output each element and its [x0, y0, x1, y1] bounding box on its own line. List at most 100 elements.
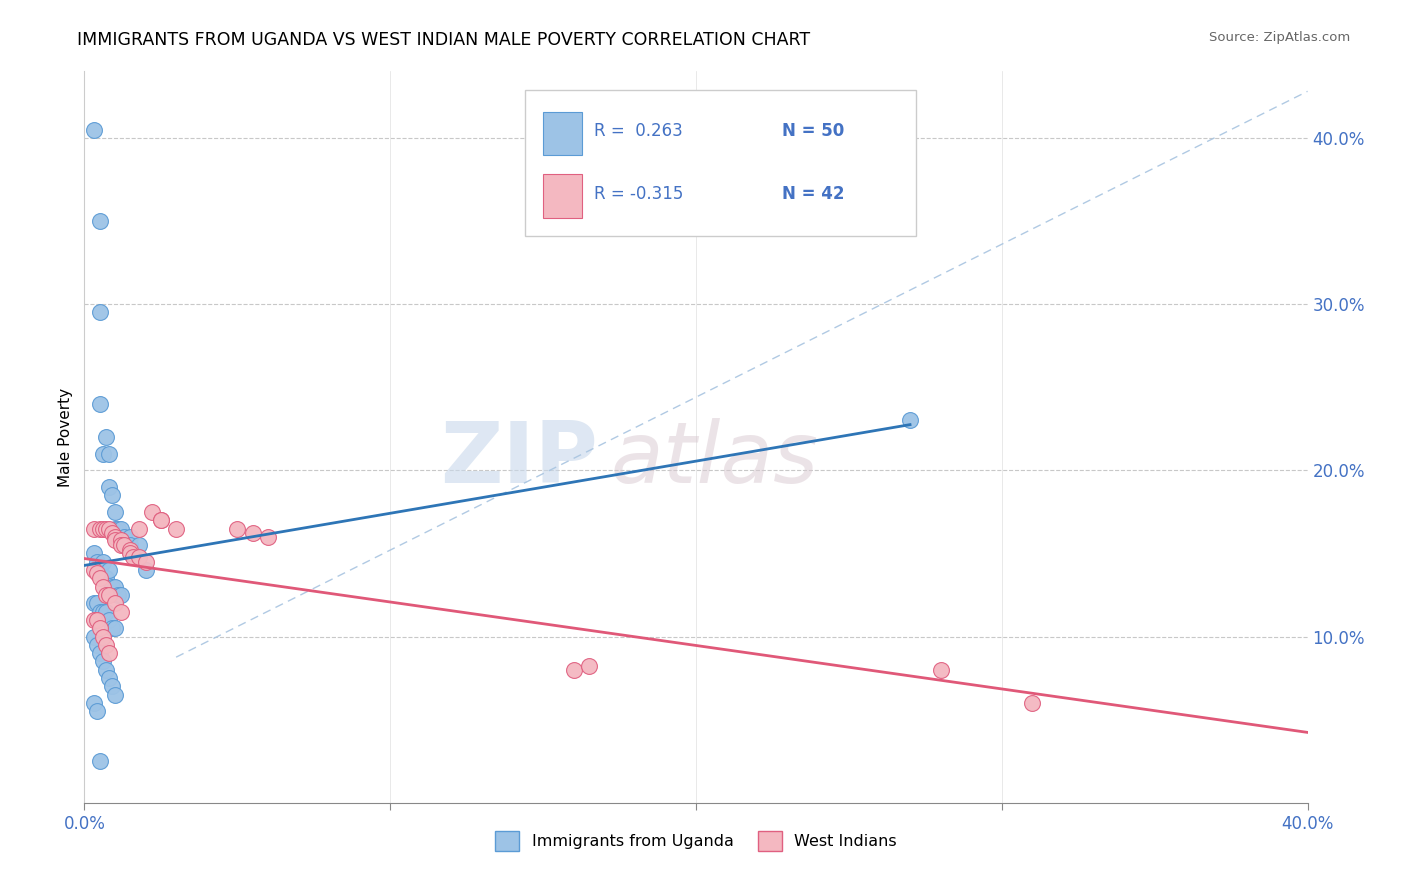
Point — [91, 447, 114, 461]
Point — [86, 596, 108, 610]
Point — [1021, 696, 1043, 710]
Point — [122, 549, 145, 564]
Point — [107, 521, 129, 535]
Point — [165, 521, 187, 535]
Point — [89, 563, 111, 577]
Point — [91, 630, 114, 644]
Point — [89, 754, 111, 768]
Point — [101, 621, 124, 635]
Point — [94, 638, 117, 652]
Point — [89, 621, 111, 635]
Point — [104, 596, 127, 610]
Point — [89, 397, 111, 411]
Point — [94, 588, 117, 602]
Point — [104, 688, 127, 702]
Point — [578, 659, 600, 673]
Point — [97, 521, 120, 535]
Point — [122, 546, 145, 560]
Point — [89, 571, 111, 585]
Point — [83, 546, 105, 560]
Point — [120, 530, 142, 544]
Point — [83, 630, 105, 644]
FancyBboxPatch shape — [543, 174, 582, 218]
Point — [97, 447, 120, 461]
Text: R = -0.315: R = -0.315 — [595, 186, 683, 203]
Point — [94, 521, 117, 535]
Point — [242, 526, 264, 541]
Point — [149, 513, 172, 527]
Point — [128, 521, 150, 535]
Point — [898, 413, 921, 427]
Point — [141, 505, 163, 519]
Point — [83, 613, 105, 627]
FancyBboxPatch shape — [524, 90, 917, 236]
Legend: Immigrants from Uganda, West Indians: Immigrants from Uganda, West Indians — [489, 825, 903, 857]
Point — [128, 549, 150, 564]
Text: N = 42: N = 42 — [782, 186, 844, 203]
Point — [104, 621, 127, 635]
Point — [120, 546, 142, 560]
Point — [94, 663, 117, 677]
Point — [91, 580, 114, 594]
Point — [83, 521, 105, 535]
Point — [94, 605, 117, 619]
Point — [112, 530, 135, 544]
FancyBboxPatch shape — [543, 112, 582, 155]
Point — [101, 580, 124, 594]
Point — [89, 521, 111, 535]
Point — [86, 638, 108, 652]
Point — [97, 613, 120, 627]
Point — [128, 538, 150, 552]
Point — [110, 588, 132, 602]
Point — [91, 555, 114, 569]
Text: R =  0.263: R = 0.263 — [595, 122, 683, 140]
Point — [91, 521, 114, 535]
Point — [135, 555, 157, 569]
Y-axis label: Male Poverty: Male Poverty — [58, 387, 73, 487]
Text: N = 50: N = 50 — [782, 122, 844, 140]
Point — [97, 480, 120, 494]
Point — [120, 538, 142, 552]
Text: Source: ZipAtlas.com: Source: ZipAtlas.com — [1209, 31, 1350, 45]
Text: IMMIGRANTS FROM UGANDA VS WEST INDIAN MALE POVERTY CORRELATION CHART: IMMIGRANTS FROM UGANDA VS WEST INDIAN MA… — [77, 31, 810, 49]
Point — [86, 566, 108, 581]
Point — [89, 605, 111, 619]
Point — [257, 530, 280, 544]
Point — [89, 305, 111, 319]
Point — [110, 605, 132, 619]
Point — [89, 214, 111, 228]
Point — [110, 538, 132, 552]
Point — [101, 488, 124, 502]
Point — [120, 543, 142, 558]
Point — [86, 555, 108, 569]
Point — [91, 605, 114, 619]
Point — [101, 680, 124, 694]
Point — [104, 533, 127, 548]
Point — [94, 571, 117, 585]
Point — [94, 430, 117, 444]
Point — [104, 530, 127, 544]
Point — [107, 588, 129, 602]
Point — [83, 563, 105, 577]
Text: ZIP: ZIP — [440, 417, 598, 500]
Point — [97, 588, 120, 602]
Point — [83, 696, 105, 710]
Point — [104, 580, 127, 594]
Point — [149, 513, 172, 527]
Point — [86, 613, 108, 627]
Point — [562, 663, 585, 677]
Point — [91, 655, 114, 669]
Point — [104, 505, 127, 519]
Point — [83, 122, 105, 136]
Point — [101, 526, 124, 541]
Point — [86, 705, 108, 719]
Point — [115, 538, 138, 552]
Point — [112, 538, 135, 552]
Point — [104, 521, 127, 535]
Point — [97, 646, 120, 660]
Point — [929, 663, 952, 677]
Point — [135, 563, 157, 577]
Point — [110, 521, 132, 535]
Text: atlas: atlas — [610, 417, 818, 500]
Point — [83, 596, 105, 610]
